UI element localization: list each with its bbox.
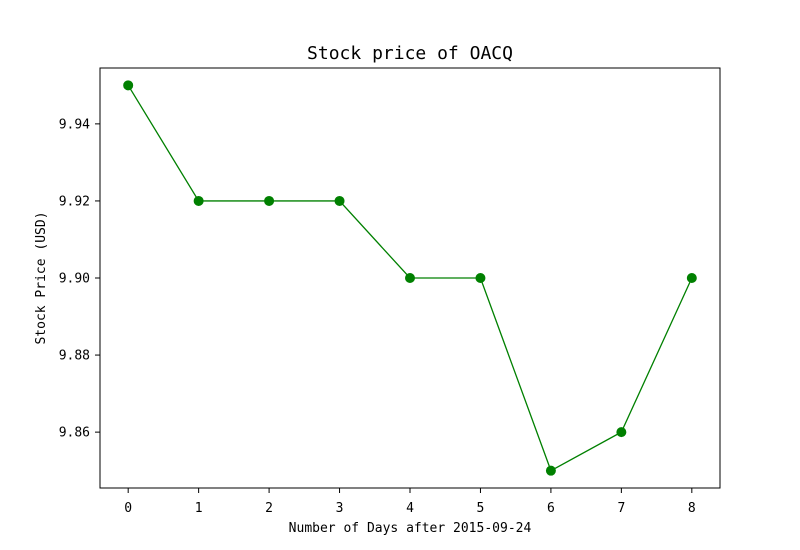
data-point [475,273,486,283]
data-point [334,195,345,206]
y-tick-label: 9.94 [59,117,90,132]
x-axis-label: Number of Days after 2015-09-24 [289,521,532,536]
x-axis: 0 1 2 3 4 5 6 7 8 [124,488,696,516]
data-point [193,195,204,206]
data-point [123,80,134,91]
y-axis-label: Stock Price (USD) [34,211,49,344]
data-point [686,273,697,283]
data-point [545,465,556,476]
x-tick-label: 6 [547,501,555,516]
x-tick-label: 7 [617,501,625,516]
y-tick-label: 9.88 [59,349,90,364]
x-tick-label: 2 [265,501,273,516]
x-tick-label: 0 [124,501,132,516]
series-markers [123,80,697,476]
y-axis: 9.86 9.88 9.90 9.92 9.94 [59,117,100,441]
x-tick-label: 5 [477,501,485,516]
data-point [264,195,275,206]
y-tick-label: 9.86 [59,426,90,441]
y-tick-label: 9.90 [59,272,90,287]
x-tick-label: 3 [336,501,344,516]
chart-title: Stock price of OACQ [307,43,513,64]
data-point [405,273,415,283]
data-point [616,427,627,438]
y-tick-label: 9.92 [59,194,90,209]
x-tick-label: 8 [688,501,696,516]
x-tick-label: 1 [195,501,203,516]
x-tick-label: 4 [406,501,414,516]
